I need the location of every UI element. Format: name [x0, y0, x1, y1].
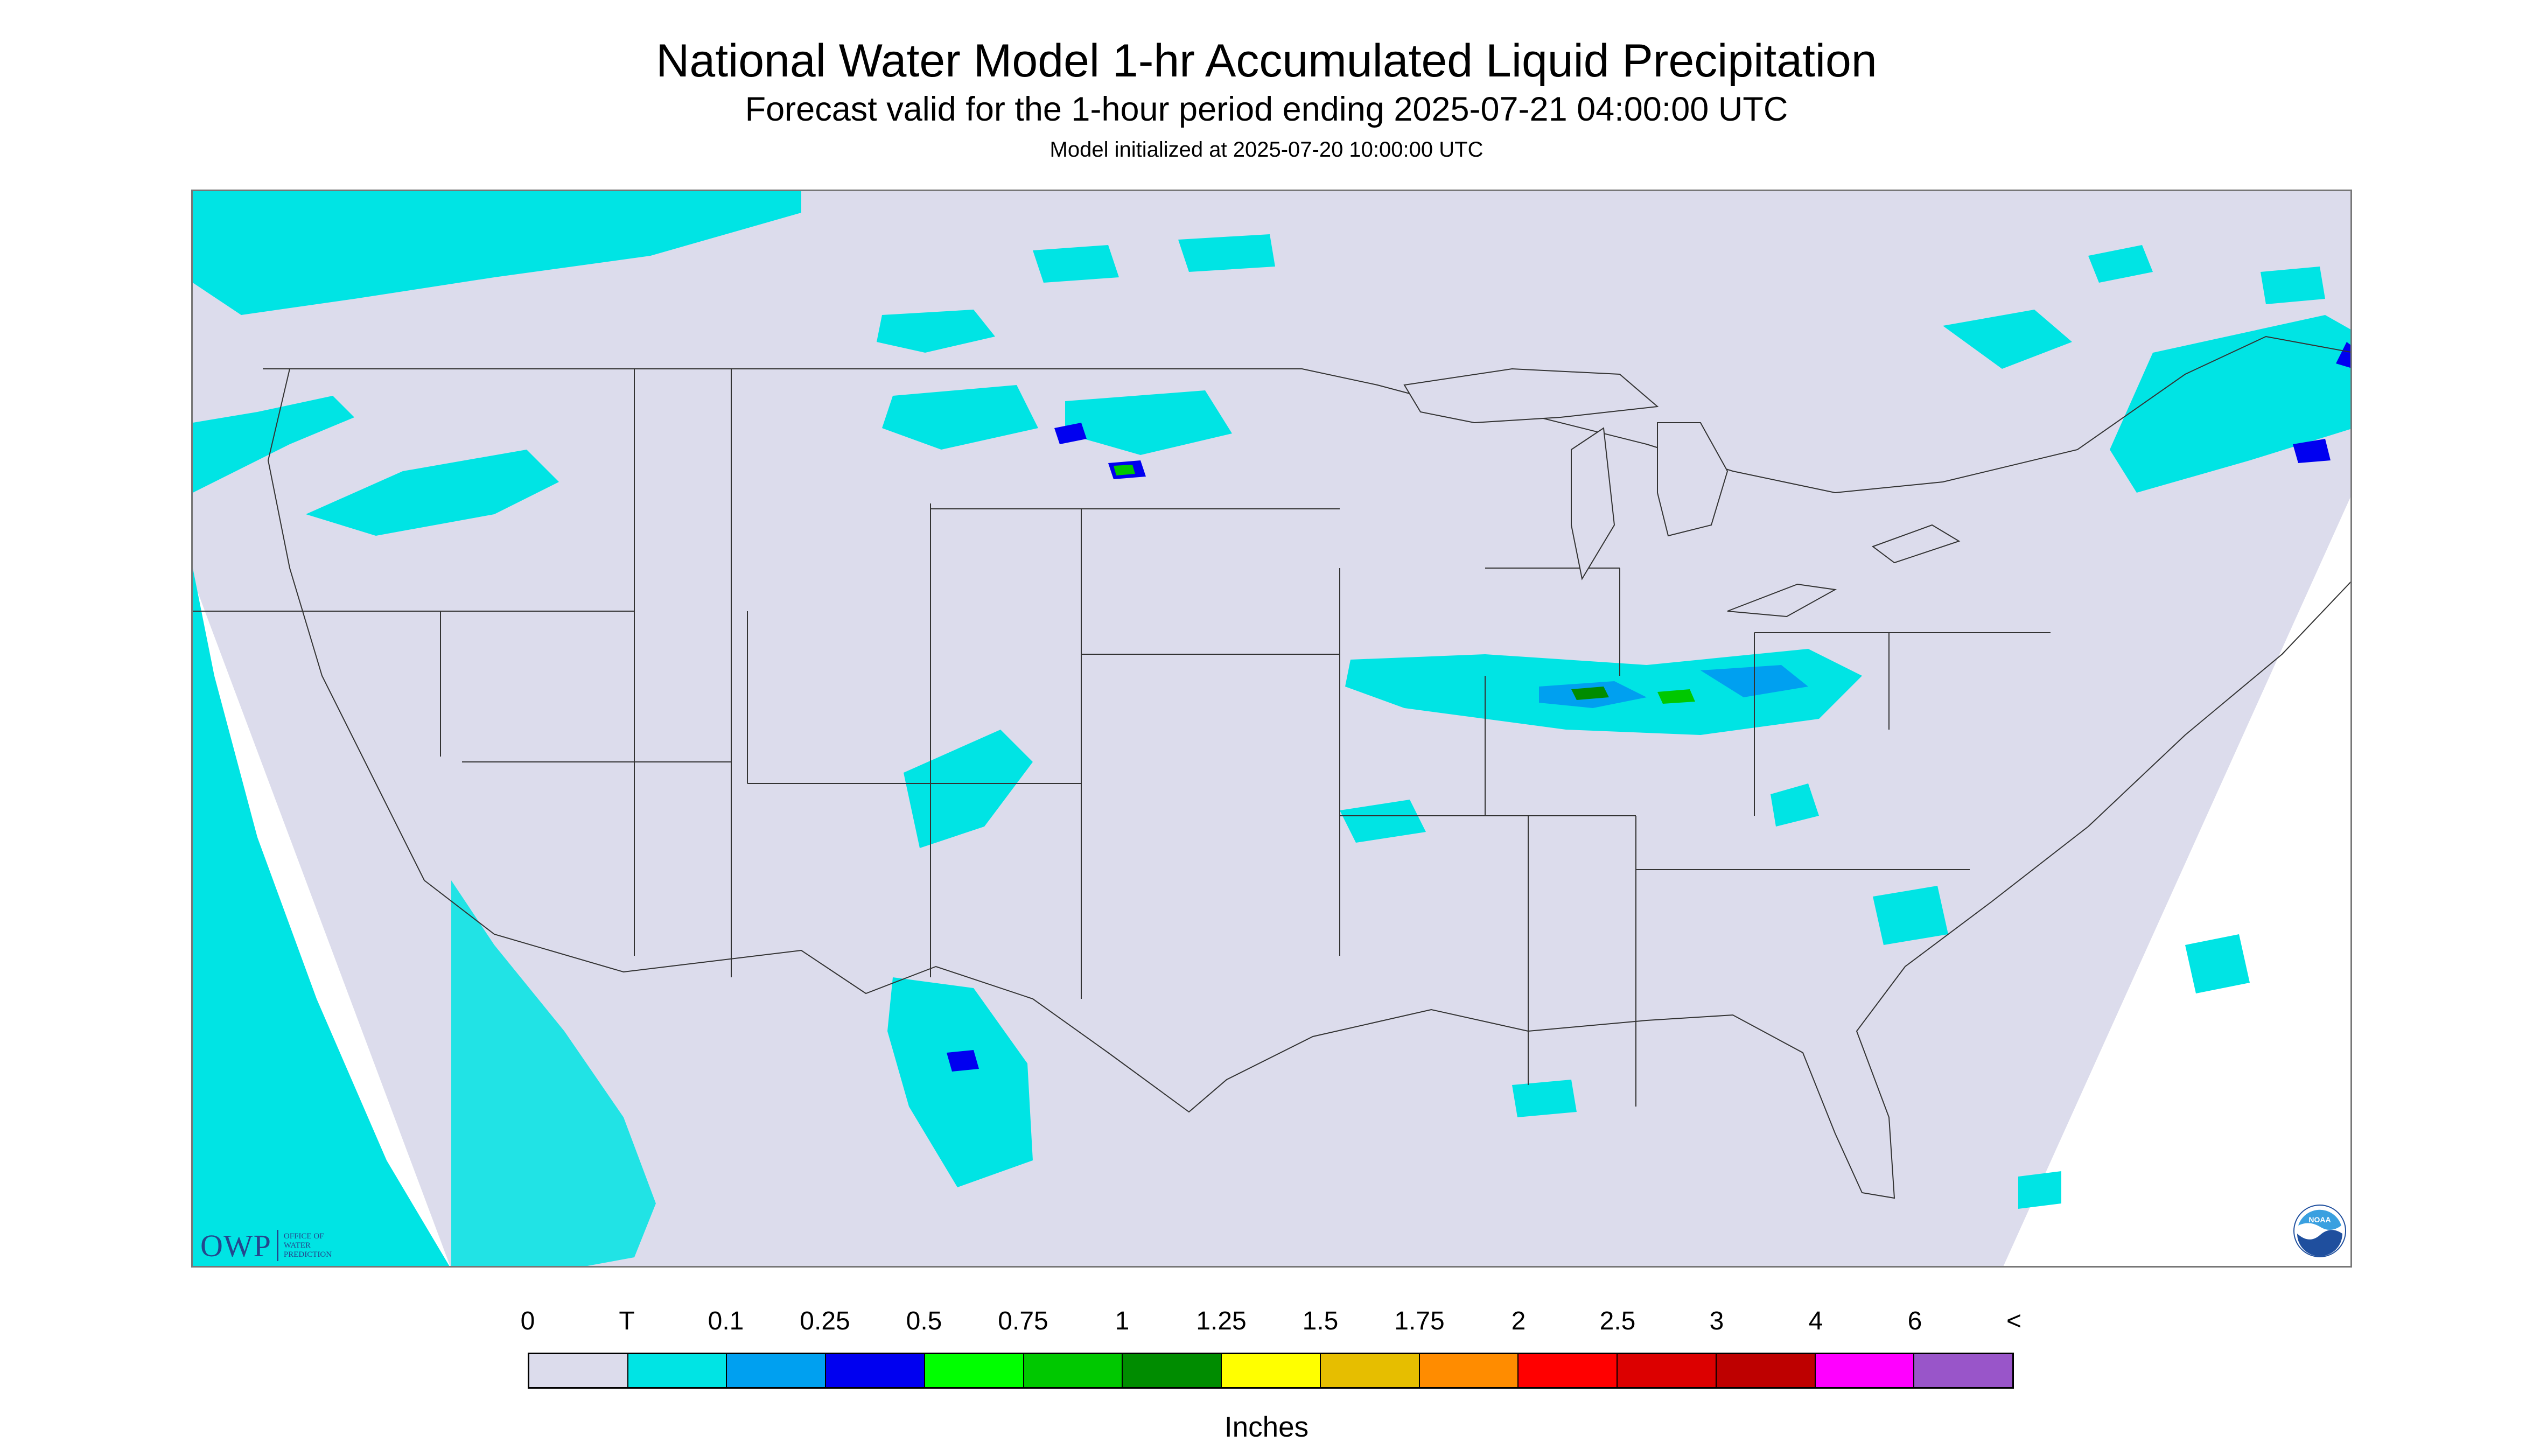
map-title: National Water Model 1-hr Accumulated Li…: [656, 35, 1877, 87]
model-init-line: Model initialized at 2025-07-20 10:00:00…: [1049, 138, 1484, 162]
legend-tick-label: 3: [1709, 1307, 1724, 1335]
owp-logo-sub-line2: Water: [283, 1241, 311, 1250]
legend-tick-label: <: [2006, 1307, 2022, 1335]
legend-swatch: [925, 1354, 1024, 1387]
legend-swatch: [826, 1354, 925, 1387]
legend-tick-label: 1.75: [1394, 1307, 1445, 1335]
legend-tick-label: 1.5: [1302, 1307, 1339, 1335]
noaa-logo-icon: NOAA: [2293, 1205, 2346, 1257]
political-borders: [193, 335, 2350, 1199]
legend-color-bar: [528, 1353, 2014, 1389]
legend-tick-label: 0.5: [906, 1307, 942, 1335]
legend-tick-label: 2: [1511, 1307, 1526, 1335]
legend-swatch: [1519, 1354, 1618, 1387]
precipitation-map: [191, 190, 2352, 1268]
legend-tick-label: 0.25: [800, 1307, 850, 1335]
great-lakes: [1403, 368, 1961, 618]
legend-tick-label: 4: [1808, 1307, 1823, 1335]
outside-domain-right: [2003, 497, 2350, 1266]
owp-logo-sub-line1: Office of: [283, 1231, 324, 1241]
legend-tick-label: 1: [1115, 1307, 1130, 1335]
owp-logo-divider: [276, 1230, 278, 1261]
legend-tick-label: 0.1: [708, 1307, 744, 1335]
legend-swatch: [1914, 1354, 2013, 1387]
forecast-valid-subtitle: Forecast valid for the 1-hour period end…: [745, 90, 1788, 128]
precip-trace-areas: [193, 191, 2350, 1266]
noaa-logo-text: NOAA: [2308, 1215, 2331, 1224]
legend-tick-label: T: [619, 1307, 635, 1335]
legend-tick-labels: 0 T 0.1 0.25 0.5 0.75 1 1.25 1.5 1.75 2 …: [0, 1308, 2533, 1341]
legend-tick-label: 2.5: [1599, 1307, 1636, 1335]
legend-tick-label: 0.75: [998, 1307, 1048, 1335]
legend-swatch: [1320, 1354, 1420, 1387]
legend-swatch: [727, 1354, 827, 1387]
legend-swatch: [1222, 1354, 1321, 1387]
legend-units-label: Inches: [1224, 1411, 1309, 1443]
owp-logo-subtitle: Office of Water Prediction: [284, 1232, 332, 1259]
owp-logo: OWP Office of Water Prediction: [200, 1227, 332, 1264]
legend-tick-label: 1.25: [1196, 1307, 1247, 1335]
legend-swatch: [628, 1354, 727, 1387]
legend-tick-label: 0: [520, 1307, 535, 1335]
legend-swatch: [1123, 1354, 1222, 1387]
legend-tick-label: 6: [1907, 1307, 1922, 1335]
legend-swatch: [1618, 1354, 1717, 1387]
legend-swatch: [1716, 1354, 1816, 1387]
owp-logo-wordmark: OWP: [200, 1228, 271, 1263]
legend-swatch: [529, 1354, 628, 1387]
legend-swatch: [1815, 1354, 1915, 1387]
legend-swatch: [1024, 1354, 1123, 1387]
map-canvas: [193, 191, 2350, 1266]
legend-swatch: [1419, 1354, 1519, 1387]
owp-logo-sub-line3: Prediction: [283, 1250, 332, 1259]
